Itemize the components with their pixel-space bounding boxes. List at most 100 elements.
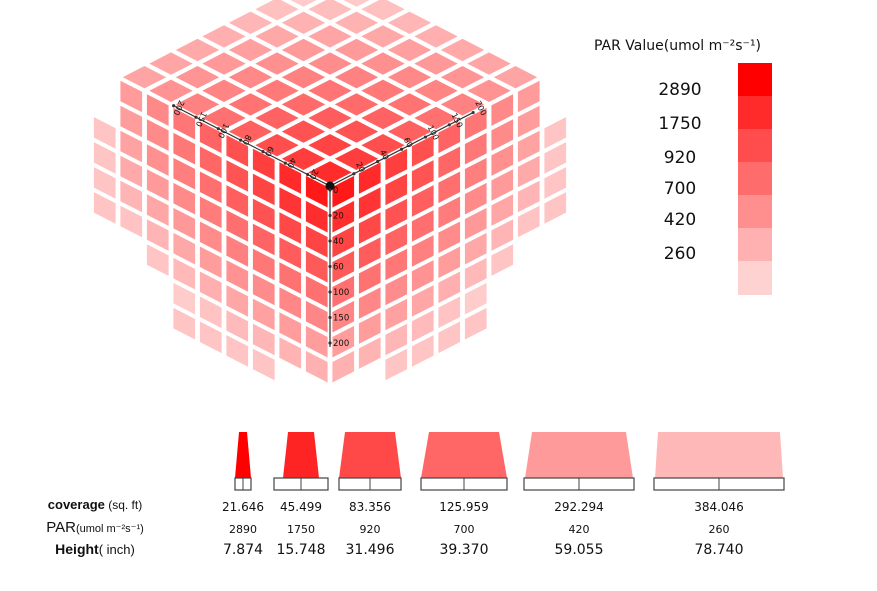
cube-cell-side <box>226 235 249 267</box>
cube-cell-top <box>202 52 246 75</box>
cube-cell-side <box>120 105 143 138</box>
cube-cell-front <box>464 182 487 215</box>
table-cell-height: 78.740 <box>694 542 744 558</box>
cube-cell-front <box>385 223 408 256</box>
cube-cell-top <box>334 66 379 89</box>
cube-cell-side <box>226 310 249 342</box>
table-cell-par: 920 <box>359 523 381 536</box>
cube-cell-top <box>202 25 246 48</box>
cube-cell-top <box>228 93 273 116</box>
cube-cell-top <box>414 79 458 102</box>
cube-cell-front <box>385 173 408 206</box>
row-label-height: Height( inch) <box>55 541 135 557</box>
cube-cell-faint <box>93 142 116 174</box>
table-cell-coverage: 292.294 <box>554 500 604 514</box>
cube-cell-top <box>281 38 326 62</box>
light-profile-shape <box>421 432 507 478</box>
cube-cell-faint <box>199 321 222 354</box>
cube-cell-top <box>281 147 326 170</box>
right-axis-tick-label: 40 <box>378 148 391 161</box>
cube-cell-side <box>226 285 249 317</box>
cube-cell-top <box>149 52 193 75</box>
cube-cell-top <box>281 120 326 143</box>
cube-cell-front <box>438 246 461 279</box>
cube-cell-side <box>146 244 169 276</box>
cube-cell-front <box>332 225 355 258</box>
left-axis-tick-label: 80 <box>241 133 253 146</box>
cube-cell-top <box>387 11 432 34</box>
right-axis-tick-mark <box>447 123 451 127</box>
cube-cell-side <box>173 132 196 165</box>
cube-cell-side <box>120 155 143 188</box>
right-axis-tick-mark <box>423 135 427 139</box>
legend-swatch <box>738 96 772 130</box>
cube-cell-front <box>517 155 540 188</box>
cube-cell-front <box>491 144 514 176</box>
cube-cell-top <box>493 66 538 89</box>
legend-value: 700 <box>663 179 697 199</box>
cube-cell-top <box>387 120 432 143</box>
cube-cell-top <box>387 93 432 116</box>
cube-cell-top <box>175 66 220 89</box>
cube-cell-top <box>361 79 405 102</box>
light-profile-shape <box>339 432 401 478</box>
cube-cell-front <box>464 107 487 140</box>
cube-cell-side <box>252 323 275 356</box>
table-cell-height: 59.055 <box>554 542 604 558</box>
cube-cell-front <box>517 205 540 238</box>
left-axis-tick-mark <box>172 104 176 108</box>
cube-cell-side <box>146 119 169 151</box>
cube-cell-top <box>308 25 352 48</box>
cube-cell-front <box>517 180 540 213</box>
cube-cell-faint <box>544 192 567 224</box>
cube-cell-top <box>308 134 352 157</box>
cube-cell-side <box>146 219 169 251</box>
cube-cell-front <box>464 132 487 165</box>
cube-cell-front <box>332 250 355 283</box>
cube-cell-front <box>332 175 355 208</box>
cube-cell-front <box>491 94 514 126</box>
table-cell-par: 420 <box>568 523 590 536</box>
cube-cell-top <box>228 11 273 34</box>
cube-cell-front <box>358 237 381 269</box>
cube-cell-front <box>517 130 540 163</box>
vertical-axis-tick-mark <box>328 290 332 294</box>
cube-cell-front <box>491 194 514 226</box>
cube-cell-front <box>438 171 461 204</box>
cube-cell-front <box>385 148 408 181</box>
vertical-axis-tick-mark <box>328 213 332 218</box>
cube-cell-faint <box>226 335 249 367</box>
vertical-axis-tick-label: 0 <box>333 186 338 196</box>
cube-cell-front <box>358 312 381 344</box>
table-cell-height: 15.748 <box>276 542 326 558</box>
cube-cell-front <box>464 282 487 315</box>
table-cell-coverage: 45.499 <box>280 500 322 514</box>
table-cell-par: 700 <box>453 523 475 536</box>
cube-cell-side <box>305 350 328 383</box>
right-axis-tick-label: 60 <box>402 136 415 149</box>
cube-cell-top <box>308 52 352 75</box>
cube-cell-front <box>491 244 514 276</box>
right-axis-tick-mark <box>471 110 475 115</box>
cube-cell-top <box>361 0 405 21</box>
left-axis-tick-mark <box>306 172 310 177</box>
table-cell-coverage: 21.646 <box>222 500 264 514</box>
cube-cell-front <box>438 121 461 154</box>
cube-cell-top <box>308 0 352 21</box>
cube-cell-side <box>120 130 143 163</box>
cube-cell-side <box>305 225 328 258</box>
cube-cell-top <box>334 120 379 143</box>
vertical-axis-tick-label: 40 <box>333 237 344 247</box>
cube-cell-side <box>226 185 249 217</box>
cube-cell-side <box>173 282 196 315</box>
cube-cell-top <box>255 106 299 130</box>
cube-cell-faint <box>93 167 116 199</box>
cube-axes: 2040608010015020020406010015020002040601… <box>171 99 488 349</box>
cube-cell-front <box>385 323 408 356</box>
cube-cell-side <box>305 275 328 308</box>
cube-cell-front <box>438 271 461 304</box>
cube-cell-side <box>173 207 196 240</box>
cube-cell-top <box>202 79 246 102</box>
cube-cell-faint <box>544 167 567 199</box>
